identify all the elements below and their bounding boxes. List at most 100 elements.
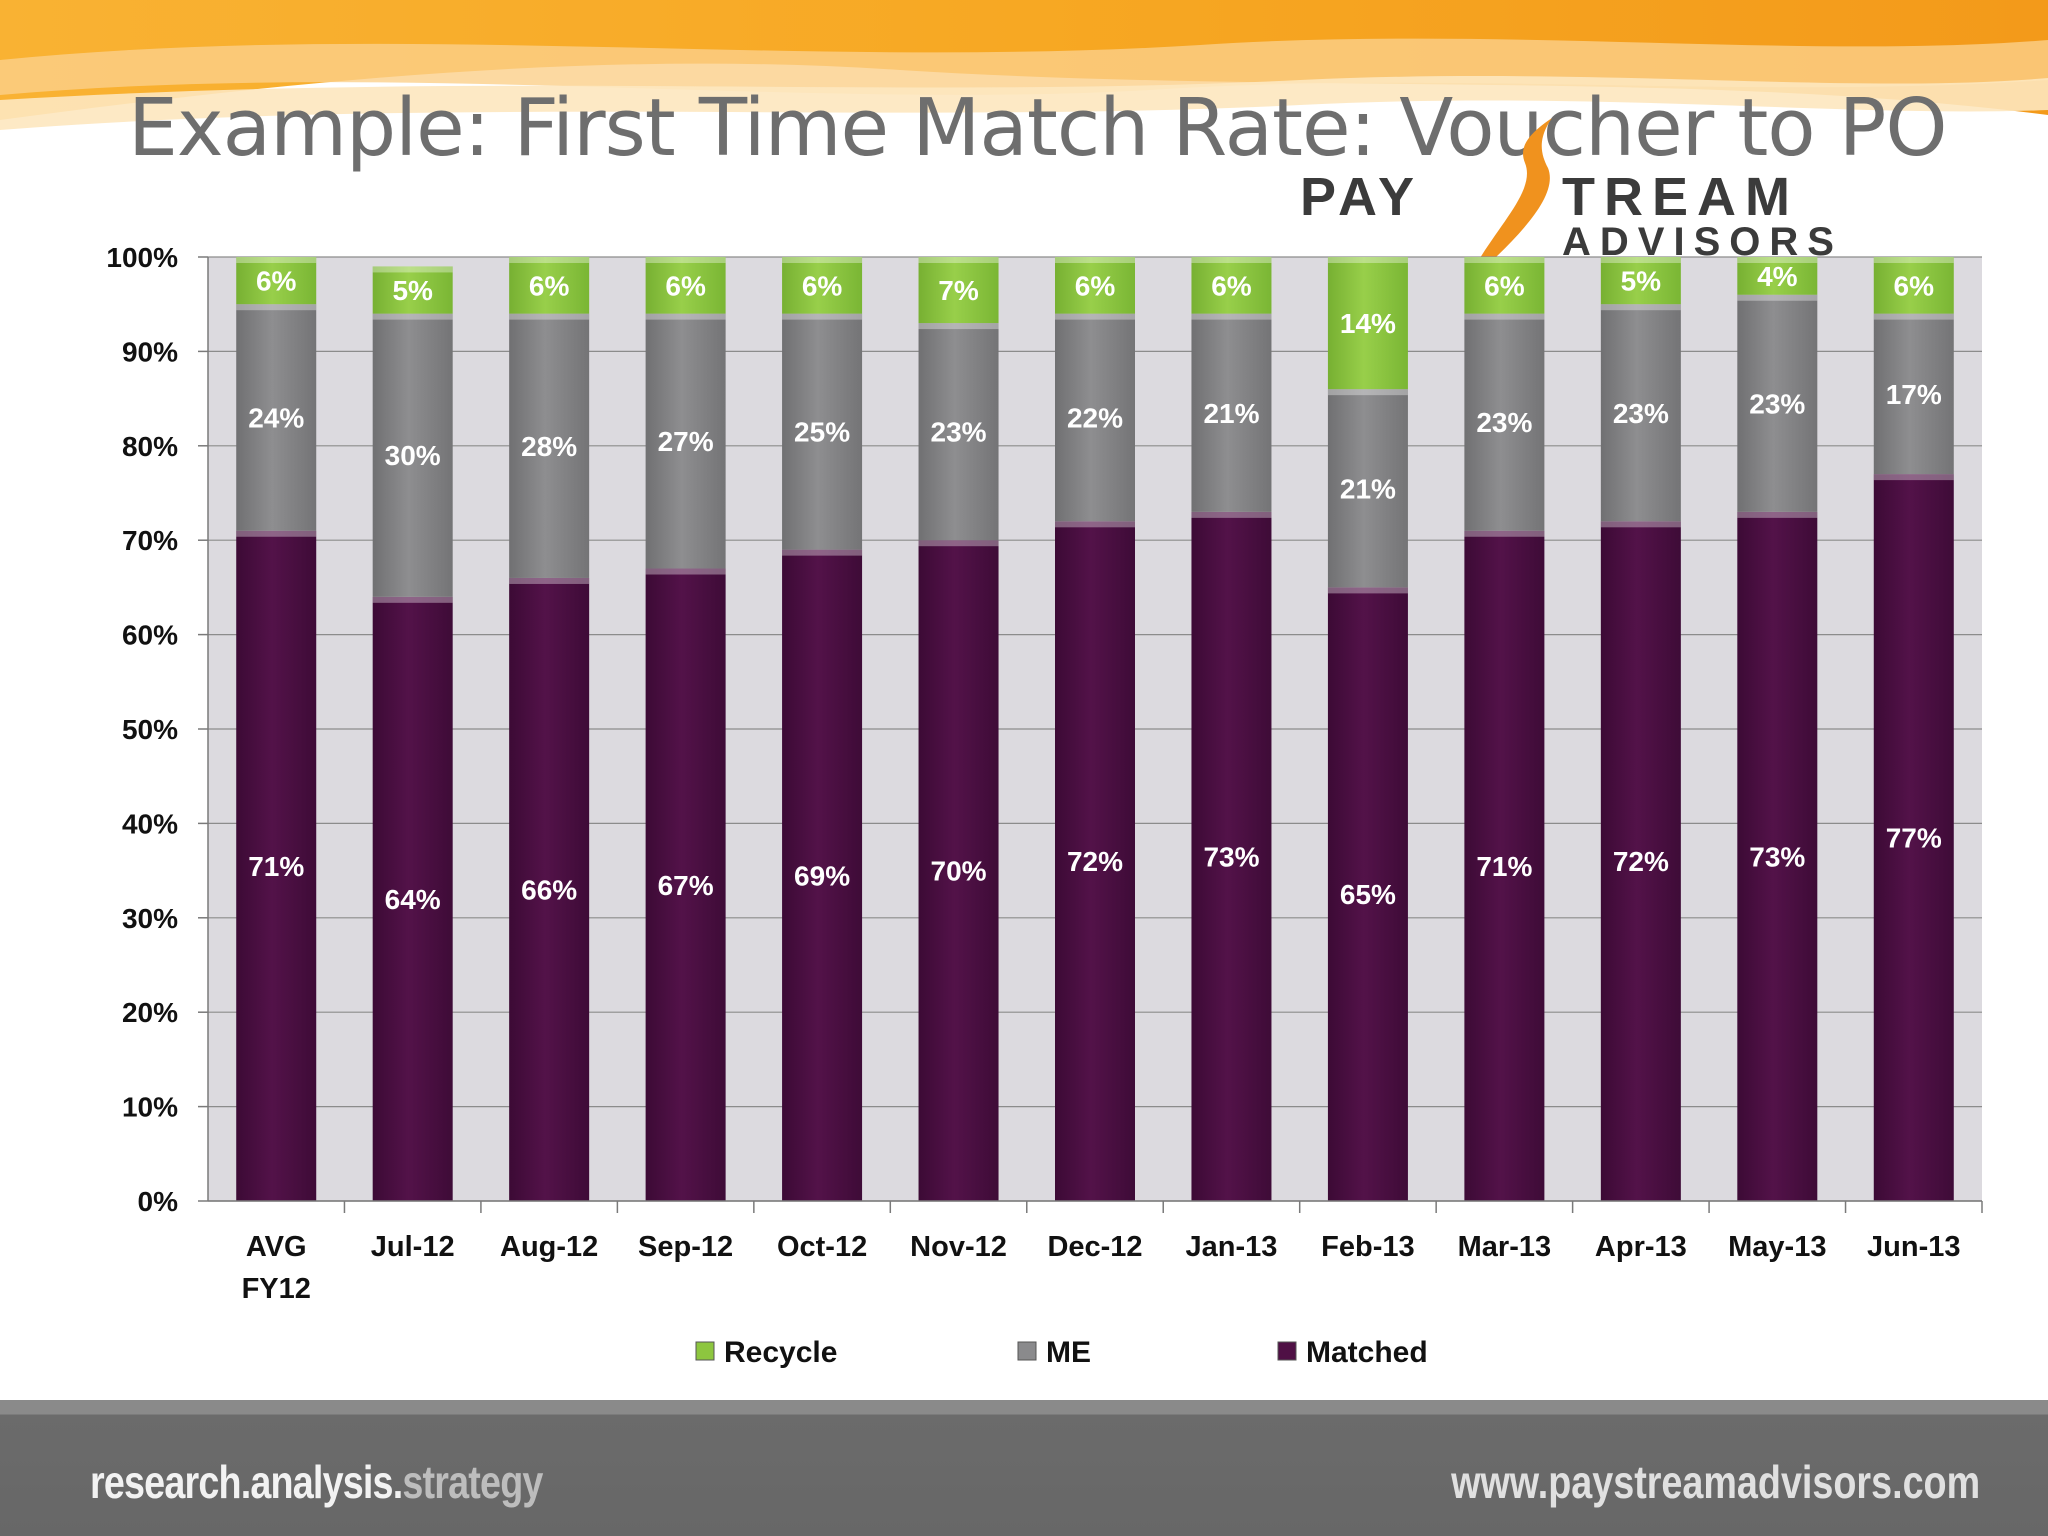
footer-tagline-main: research.analysis. xyxy=(90,1456,403,1508)
bar-bevel xyxy=(509,313,590,320)
x-tick-label: Apr-13 xyxy=(1595,1231,1687,1263)
data-label-matched: 65% xyxy=(1340,879,1396,910)
bar-recycle xyxy=(1327,257,1408,390)
y-tick-label: 70% xyxy=(122,525,178,556)
decorative-banner xyxy=(0,0,2048,130)
slide-title: Example: First Time Match Rate: Voucher … xyxy=(128,82,1948,174)
bar-recycle xyxy=(918,257,999,324)
bar-bevel xyxy=(236,530,317,537)
data-label-matched: 77% xyxy=(1886,823,1942,854)
data-label-matched: 67% xyxy=(658,870,714,901)
data-label-matched: 64% xyxy=(385,884,441,915)
bar-bevel xyxy=(645,257,726,263)
y-tick-label: 50% xyxy=(122,714,178,745)
footer-url: www.paystreamadvisors.com xyxy=(1450,1456,1980,1508)
footer-tagline-accent: strategy xyxy=(402,1456,543,1508)
bar-bevel xyxy=(918,323,999,330)
bar-bevel xyxy=(1464,530,1545,537)
bar-bevel xyxy=(1600,521,1681,528)
bar-matched xyxy=(509,577,590,1201)
bar-bevel xyxy=(1737,511,1818,518)
legend-label-matched: Matched xyxy=(1306,1336,1428,1369)
bar-bevel xyxy=(509,577,590,584)
bar-matched xyxy=(236,530,317,1201)
data-label-recycle: 6% xyxy=(1894,270,1935,301)
data-label-me: 17% xyxy=(1886,379,1942,410)
data-label-recycle: 6% xyxy=(802,270,843,301)
bar-me xyxy=(1600,304,1681,522)
data-label-me: 21% xyxy=(1340,473,1396,504)
bar-bevel xyxy=(1737,294,1818,301)
bar-recycle xyxy=(1055,257,1135,314)
y-tick-label: 0% xyxy=(138,1186,179,1217)
data-label-recycle: 6% xyxy=(1484,270,1525,301)
bar-matched xyxy=(918,540,999,1201)
bar-bevel xyxy=(1191,257,1272,263)
bar-bevel xyxy=(1873,474,1954,481)
x-tick-label: Jun-13 xyxy=(1867,1231,1960,1263)
data-label-matched: 73% xyxy=(1749,841,1805,872)
bar-bevel xyxy=(1191,511,1272,518)
bar-bevel xyxy=(1055,257,1135,263)
bar-bevel xyxy=(1055,521,1135,528)
bar-recycle xyxy=(1737,257,1818,295)
y-tick-label: 80% xyxy=(122,431,178,462)
data-label-me: 23% xyxy=(1749,388,1805,419)
data-label-me: 23% xyxy=(931,417,987,448)
bar-bevel xyxy=(782,257,863,263)
data-label-me: 22% xyxy=(1067,402,1123,433)
x-tick-label: Aug-12 xyxy=(500,1231,598,1263)
bar-bevel xyxy=(1464,313,1545,320)
bar-me xyxy=(1737,294,1818,512)
bar-bevel xyxy=(372,266,453,273)
data-label-me: 30% xyxy=(385,440,441,471)
bar-bevel xyxy=(1327,587,1408,594)
x-tick-label: Jan-13 xyxy=(1186,1231,1278,1263)
data-label-me: 21% xyxy=(1203,398,1259,429)
bar-bevel xyxy=(1600,304,1681,311)
bar-bevel xyxy=(1873,313,1954,320)
data-label-matched: 71% xyxy=(1476,851,1532,882)
bar-matched xyxy=(1191,511,1272,1201)
x-tick-label: Nov-12 xyxy=(910,1231,1007,1263)
y-tick-label: 90% xyxy=(122,336,178,367)
legend-swatch-recycle xyxy=(695,1341,715,1361)
bar-matched xyxy=(1873,474,1954,1201)
legend-label-me: ME xyxy=(1046,1336,1091,1369)
data-label-me: 23% xyxy=(1613,398,1669,429)
bar-me xyxy=(1464,313,1545,531)
bar-bevel xyxy=(1191,313,1272,320)
x-tick-label: May-13 xyxy=(1728,1231,1826,1263)
x-tick-label: Oct-12 xyxy=(777,1231,867,1263)
data-label-matched: 66% xyxy=(521,874,577,905)
stacked-bar-chart: 0% 10% 20% 30% 40% 50% 60% 70% 80% 90% 100% AVG FY12… xyxy=(106,242,1983,1369)
bar-me xyxy=(1191,313,1272,512)
bar-me xyxy=(782,313,863,550)
bar-bevel xyxy=(1327,389,1408,396)
bar-recycle xyxy=(645,257,726,314)
data-label-recycle: 4% xyxy=(1757,261,1798,292)
data-label-recycle: 6% xyxy=(256,266,297,297)
bar-me xyxy=(1327,389,1408,588)
x-tick-label: Dec-12 xyxy=(1047,1231,1142,1263)
x-tick-label: Mar-13 xyxy=(1458,1231,1552,1263)
bar-bevel xyxy=(509,257,590,263)
data-label-recycle: 7% xyxy=(938,275,979,306)
bar-recycle xyxy=(1464,257,1545,314)
legend-label-recycle: Recycle xyxy=(724,1336,837,1369)
bar-bevel xyxy=(1600,257,1681,263)
x-tick-label: FY12 xyxy=(242,1273,311,1305)
data-label-me: 23% xyxy=(1476,407,1532,438)
data-label-recycle: 6% xyxy=(1075,270,1116,301)
bar-matched xyxy=(645,568,726,1201)
logo-swoosh-icon xyxy=(1480,118,1552,258)
bar-bevel xyxy=(1464,257,1545,263)
data-label-matched: 70% xyxy=(931,856,987,887)
bar-matched xyxy=(1464,530,1545,1201)
y-tick-label: 40% xyxy=(122,808,178,839)
data-label-recycle: 6% xyxy=(665,270,706,301)
x-tick-label: Sep-12 xyxy=(638,1231,733,1263)
bar-bevel xyxy=(372,596,453,603)
data-label-me: 24% xyxy=(248,402,304,433)
data-label-matched: 73% xyxy=(1203,841,1259,872)
